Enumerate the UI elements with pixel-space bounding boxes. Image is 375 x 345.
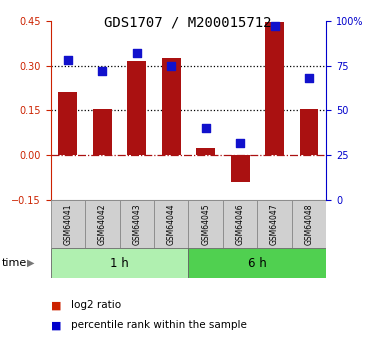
- Point: [99, 68, 105, 74]
- Text: 6 h: 6 h: [248, 257, 267, 269]
- Text: GSM64046: GSM64046: [236, 204, 244, 245]
- Bar: [127, 61, 146, 155]
- Bar: [292, 200, 326, 248]
- Text: time: time: [2, 258, 27, 268]
- Bar: [265, 22, 284, 155]
- Bar: [188, 200, 223, 248]
- Point: [272, 23, 278, 29]
- Bar: [51, 200, 85, 248]
- Text: GSM64045: GSM64045: [201, 204, 210, 245]
- Text: percentile rank within the sample: percentile rank within the sample: [71, 321, 247, 330]
- Text: ■: ■: [51, 300, 61, 310]
- Bar: [58, 92, 77, 155]
- Text: GSM64043: GSM64043: [132, 204, 141, 245]
- Bar: [51, 248, 188, 278]
- Point: [134, 50, 140, 56]
- Point: [65, 57, 71, 63]
- Bar: [188, 248, 326, 278]
- Bar: [154, 200, 188, 248]
- Bar: [223, 200, 257, 248]
- Bar: [231, 155, 250, 182]
- Text: GDS1707 / M200015712: GDS1707 / M200015712: [104, 16, 271, 29]
- Text: ▶: ▶: [27, 258, 34, 268]
- Text: GSM64047: GSM64047: [270, 204, 279, 245]
- Text: 1 h: 1 h: [110, 257, 129, 269]
- Point: [202, 126, 208, 131]
- Bar: [85, 200, 120, 248]
- Bar: [120, 200, 154, 248]
- Bar: [162, 58, 181, 155]
- Text: ■: ■: [51, 321, 61, 330]
- Bar: [300, 109, 318, 155]
- Text: GSM64041: GSM64041: [63, 204, 72, 245]
- Text: GSM64044: GSM64044: [167, 204, 176, 245]
- Point: [168, 63, 174, 68]
- Bar: [93, 109, 112, 155]
- Text: log2 ratio: log2 ratio: [71, 300, 122, 310]
- Bar: [196, 148, 215, 155]
- Text: GSM64048: GSM64048: [304, 204, 313, 245]
- Point: [306, 75, 312, 81]
- Text: GSM64042: GSM64042: [98, 204, 107, 245]
- Bar: [257, 200, 292, 248]
- Point: [237, 140, 243, 146]
